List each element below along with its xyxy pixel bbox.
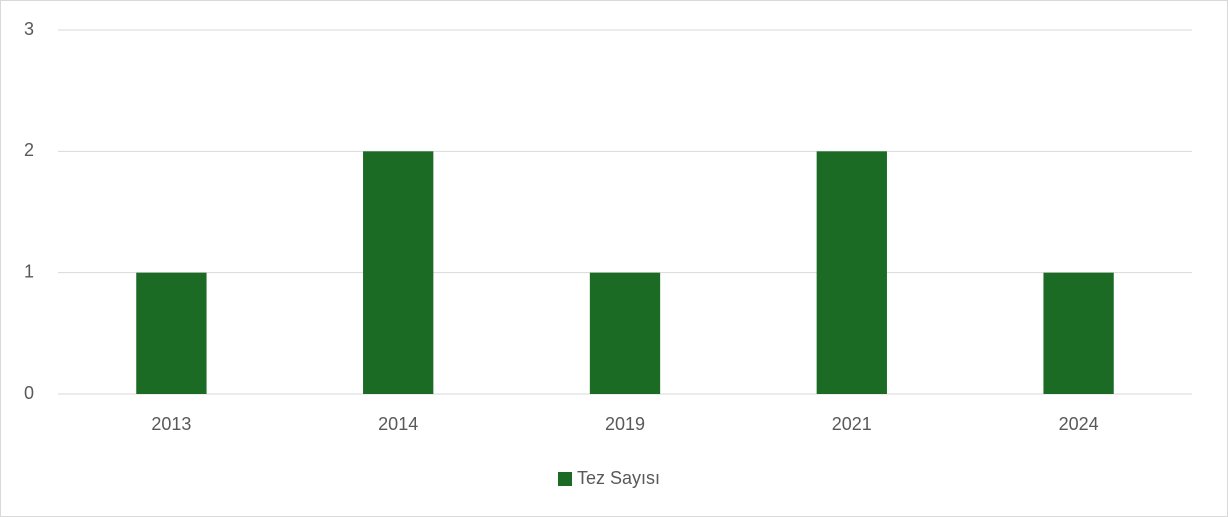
- legend-label: Tez Sayısı: [577, 468, 660, 488]
- bar: [816, 151, 887, 394]
- bar: [1043, 272, 1114, 394]
- bar: [589, 272, 661, 394]
- x-tick-label: 2021: [832, 414, 872, 434]
- bar: [136, 272, 207, 394]
- bar: [363, 151, 434, 394]
- x-tick-label: 2013: [151, 414, 191, 434]
- x-tick-label: 2014: [378, 414, 418, 434]
- x-tick-label: 2019: [605, 414, 645, 434]
- legend-swatch: [558, 472, 572, 486]
- y-tick-label: 1: [24, 261, 34, 281]
- y-tick-label: 0: [24, 383, 34, 403]
- x-tick-label: 2024: [1059, 414, 1099, 434]
- y-tick-label: 2: [24, 140, 34, 160]
- y-tick-label: 3: [24, 19, 34, 39]
